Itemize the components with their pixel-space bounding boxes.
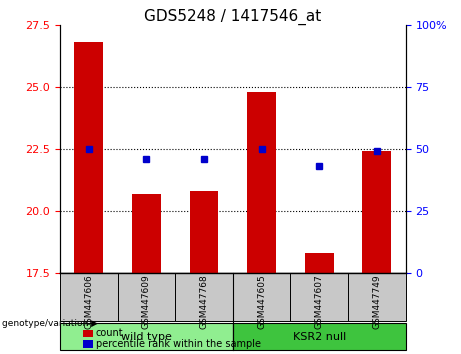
Text: GSM447749: GSM447749 [372,274,381,329]
Bar [247,92,276,273]
Text: GSM447606: GSM447606 [84,274,93,329]
Bar [74,42,103,273]
Bar [118,273,175,321]
Bar [189,191,219,273]
Bar [233,273,290,321]
Bar [175,273,233,321]
Text: GSM447605: GSM447605 [257,274,266,329]
Title: GDS5248 / 1417546_at: GDS5248 / 1417546_at [144,8,321,25]
Bar [132,194,161,273]
Text: wild type: wild type [121,331,172,342]
Text: KSR2 null: KSR2 null [293,331,346,342]
Text: genotype/variation ▶: genotype/variation ▶ [2,319,98,329]
Text: count: count [96,329,124,338]
Text: GSM447607: GSM447607 [315,274,324,329]
Bar [233,322,406,350]
Bar [348,273,406,321]
Bar [60,273,118,321]
Bar [305,253,334,273]
Bar [290,273,348,321]
Bar [362,151,391,273]
Text: GSM447768: GSM447768 [200,274,208,329]
Text: percentile rank within the sample: percentile rank within the sample [96,339,261,349]
Bar [60,322,233,350]
Text: GSM447609: GSM447609 [142,274,151,329]
